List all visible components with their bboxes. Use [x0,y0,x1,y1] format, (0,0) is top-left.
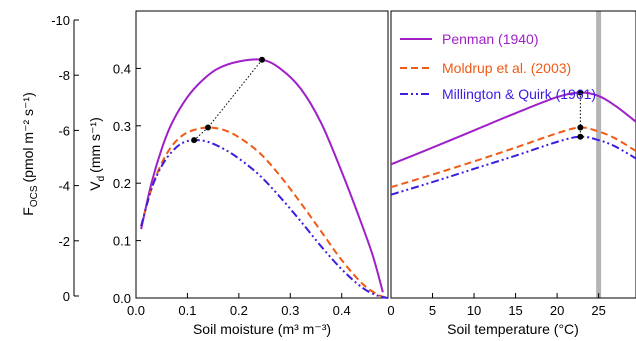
x-tick-label: 10 [467,303,481,318]
legend-label-penman: Penman (1940) [442,31,539,47]
flux-tick-label: -8 [58,68,70,83]
series-line-millington [390,135,636,196]
x-tick-label: 25 [591,303,605,318]
right-panel-optimum-points [577,89,584,140]
x-tick-label: 0 [387,303,394,318]
left-panel-frame [135,10,389,299]
left-xaxis-label: Soil moisture (m³ m⁻³) [193,321,331,337]
y-tick-label: 0.3 [113,119,131,134]
right-panel-series [390,91,636,196]
left-panel: 0.0 0.1 0.2 0.3 0.4 0.0 0.1 0.2 0.3 0.4 [113,10,389,318]
right-panel-ticks: 0 5 10 15 20 25 [387,293,606,318]
optimum-point-penman [577,89,584,96]
x-tick-label: 0.4 [333,303,351,318]
x-tick-label: 20 [550,303,564,318]
flux-tick-label: -4 [58,179,70,194]
flux-axis: 0 -2 -4 -6 -8 -10 [51,13,79,304]
vd-label-units: (mm s⁻¹) [87,117,103,173]
flux-tick-label: -6 [58,123,70,138]
left-panel-ticks: 0.0 0.1 0.2 0.3 0.4 0.0 0.1 0.2 0.3 0.4 [113,61,351,318]
series-line-penman [140,58,384,293]
right-xaxis-label: Soil temperature (°C) [447,321,579,337]
left-panel-series [140,58,389,299]
x-tick-label: 0.1 [178,303,196,318]
legend: Penman (1940) Moldrup et al. (2003) Mill… [400,31,596,102]
right-panel: 0 5 10 15 20 25 [387,10,636,318]
series-line-moldrup [140,126,389,299]
flux-label-sub: OCS [29,185,40,207]
y-tick-label: 0.1 [113,234,131,249]
optimum-point-penman [259,56,265,63]
flux-label-units: (pmol m⁻² s⁻¹) [20,92,36,182]
right-panel-frame [390,10,636,299]
optimum-point-moldrup [577,124,584,131]
x-tick-label: 0.2 [230,303,248,318]
flux-label-base: F [20,207,36,216]
vd-label-base: V [87,181,103,191]
series-line-moldrup [390,126,636,189]
flux-tick-label: 0 [63,289,70,304]
temperature-marker-band [596,11,602,298]
optimum-link [207,59,263,128]
y-tick-label: 0.4 [113,61,131,76]
x-tick-label: 0.0 [127,303,145,318]
vd-label-sub: d [96,176,107,182]
flux-axis-label: FOCS (pmol m⁻² s⁻¹) [20,92,40,215]
optimum-point-millington [191,137,198,144]
x-tick-label: 15 [508,303,522,318]
x-tick-label: 0.3 [281,303,299,318]
vd-axis-label: Vd (mm s⁻¹) [87,117,107,191]
optimum-point-millington [577,133,584,140]
legend-label-millington: Millington & Quirk (1961) [442,86,596,102]
flux-tick-label: -2 [58,234,70,249]
left-panel-optimum-links [193,59,263,141]
x-tick-label: 5 [429,303,436,318]
series-line-millington [140,139,389,299]
y-tick-label: 0.0 [113,291,131,306]
optimum-point-moldrup [205,124,211,131]
series-line-penman [390,91,636,166]
legend-label-moldrup: Moldrup et al. (2003) [442,60,571,76]
y-tick-label: 0.2 [113,176,131,191]
left-panel-optimum-points [191,56,265,144]
flux-tick-label: -10 [51,13,70,28]
